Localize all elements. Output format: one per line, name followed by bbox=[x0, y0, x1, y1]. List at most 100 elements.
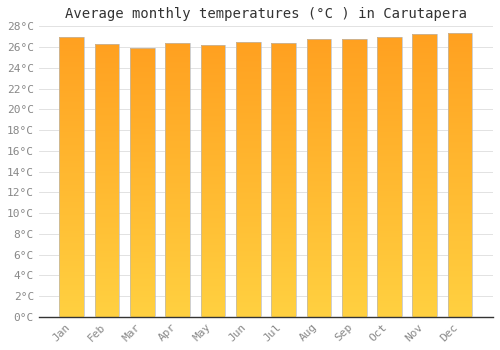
Bar bbox=[448, 193, 472, 195]
Bar bbox=[448, 217, 472, 219]
Bar bbox=[60, 131, 84, 132]
Bar bbox=[306, 153, 331, 154]
Bar bbox=[342, 121, 366, 122]
Bar bbox=[271, 92, 296, 93]
Bar bbox=[448, 112, 472, 113]
Bar bbox=[412, 245, 437, 246]
Bar bbox=[130, 247, 155, 248]
Bar bbox=[94, 271, 120, 272]
Bar bbox=[412, 79, 437, 80]
Bar bbox=[377, 44, 402, 45]
Bar bbox=[306, 226, 331, 228]
Bar bbox=[448, 268, 472, 270]
Bar bbox=[200, 211, 226, 212]
Bar bbox=[200, 258, 226, 260]
Bar bbox=[271, 248, 296, 250]
Bar bbox=[166, 181, 190, 183]
Bar bbox=[60, 103, 84, 104]
Bar bbox=[166, 155, 190, 156]
Bar bbox=[271, 100, 296, 102]
Bar bbox=[377, 306, 402, 307]
Bar bbox=[130, 187, 155, 188]
Bar bbox=[236, 203, 260, 204]
Bar bbox=[200, 113, 226, 114]
Bar bbox=[236, 71, 260, 72]
Bar bbox=[377, 191, 402, 192]
Bar bbox=[130, 121, 155, 122]
Bar bbox=[342, 162, 366, 164]
Bar bbox=[448, 115, 472, 116]
Bar bbox=[448, 150, 472, 152]
Bar bbox=[377, 300, 402, 301]
Bar bbox=[342, 139, 366, 140]
Bar bbox=[306, 182, 331, 183]
Bar bbox=[342, 271, 366, 272]
Bar bbox=[412, 50, 437, 52]
Bar bbox=[130, 258, 155, 259]
Bar bbox=[94, 78, 120, 79]
Bar bbox=[342, 222, 366, 224]
Bar bbox=[271, 124, 296, 125]
Bar bbox=[271, 231, 296, 232]
Bar bbox=[271, 73, 296, 75]
Bar bbox=[166, 295, 190, 296]
Bar bbox=[60, 70, 84, 72]
Bar bbox=[448, 203, 472, 204]
Bar bbox=[412, 234, 437, 236]
Bar bbox=[200, 212, 226, 214]
Bar bbox=[412, 222, 437, 223]
Bar bbox=[94, 45, 120, 47]
Bar bbox=[200, 298, 226, 299]
Bar bbox=[130, 212, 155, 214]
Bar bbox=[200, 238, 226, 239]
Bar bbox=[200, 314, 226, 315]
Bar bbox=[377, 166, 402, 167]
Bar bbox=[236, 115, 260, 116]
Bar bbox=[60, 40, 84, 41]
Bar bbox=[236, 215, 260, 216]
Bar bbox=[60, 105, 84, 107]
Bar bbox=[130, 295, 155, 297]
Bar bbox=[200, 275, 226, 276]
Bar bbox=[412, 148, 437, 150]
Bar bbox=[60, 233, 84, 234]
Bar bbox=[448, 162, 472, 163]
Bar bbox=[306, 178, 331, 179]
Bar bbox=[200, 90, 226, 91]
Bar bbox=[166, 135, 190, 136]
Bar bbox=[412, 301, 437, 303]
Bar bbox=[306, 183, 331, 185]
Bar bbox=[200, 302, 226, 303]
Bar bbox=[377, 111, 402, 112]
Bar bbox=[342, 66, 366, 68]
Bar bbox=[60, 241, 84, 243]
Bar bbox=[200, 166, 226, 167]
Bar bbox=[94, 153, 120, 154]
Bar bbox=[306, 298, 331, 299]
Bar bbox=[200, 193, 226, 195]
Bar bbox=[306, 204, 331, 205]
Bar bbox=[200, 256, 226, 257]
Bar bbox=[94, 139, 120, 141]
Bar bbox=[412, 133, 437, 134]
Bar bbox=[200, 286, 226, 287]
Bar bbox=[60, 150, 84, 152]
Bar bbox=[200, 132, 226, 133]
Bar bbox=[377, 55, 402, 56]
Bar bbox=[271, 77, 296, 78]
Bar bbox=[236, 155, 260, 156]
Bar bbox=[236, 137, 260, 138]
Bar bbox=[236, 218, 260, 219]
Bar bbox=[448, 267, 472, 268]
Bar bbox=[200, 87, 226, 89]
Bar bbox=[166, 206, 190, 207]
Bar bbox=[200, 307, 226, 309]
Bar bbox=[377, 240, 402, 241]
Bar bbox=[130, 134, 155, 135]
Bar bbox=[271, 51, 296, 52]
Bar bbox=[342, 239, 366, 240]
Bar bbox=[60, 75, 84, 76]
Bar bbox=[271, 78, 296, 80]
Bar bbox=[200, 189, 226, 190]
Bar bbox=[342, 236, 366, 238]
